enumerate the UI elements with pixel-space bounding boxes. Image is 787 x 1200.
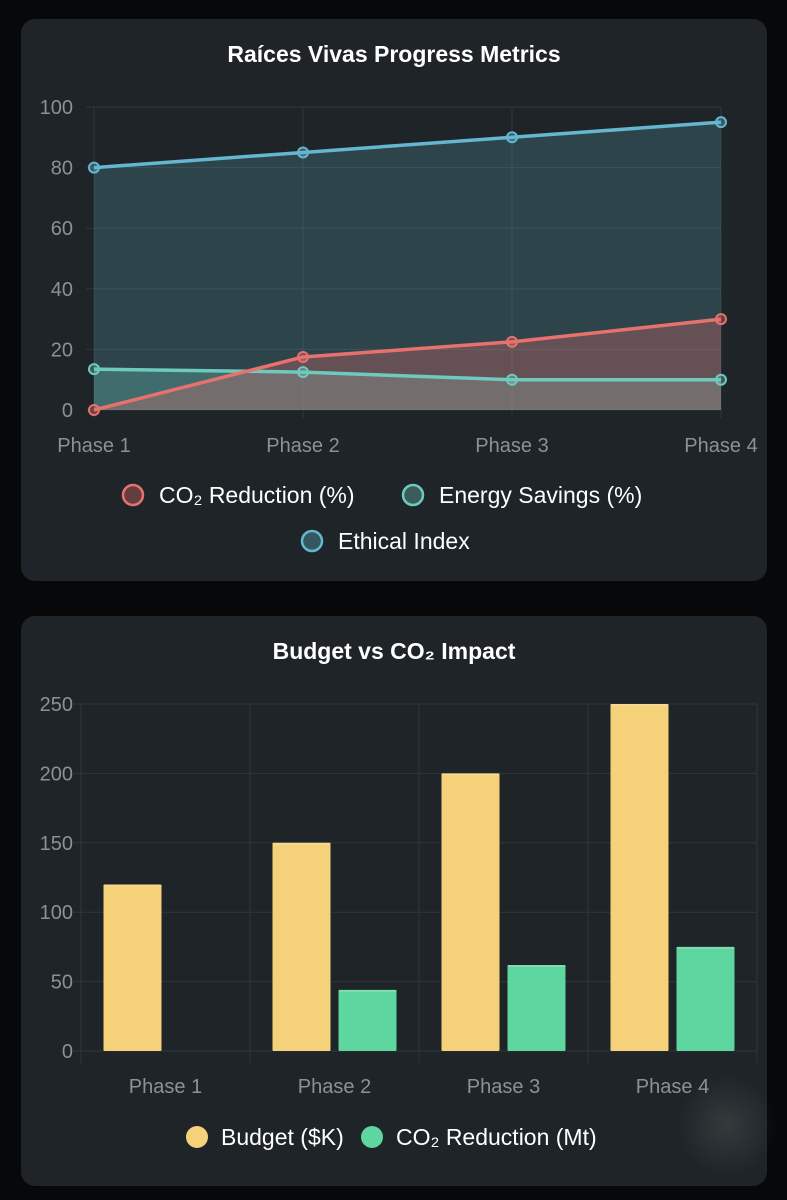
legend-label: Budget ($K) bbox=[221, 1124, 344, 1150]
bar bbox=[676, 946, 735, 1051]
legend-swatch bbox=[401, 483, 425, 507]
data-point bbox=[715, 373, 727, 386]
x-tick-label: Phase 2 bbox=[298, 1076, 371, 1098]
data-point bbox=[506, 131, 518, 144]
legend-swatch bbox=[300, 529, 324, 553]
progress-metrics-chart: 0 20 40 60 80 100 Phase 1 Phase 2 Phase 3 Phase 4… bbox=[40, 97, 758, 554]
data-point bbox=[297, 350, 309, 363]
data-point bbox=[506, 335, 518, 348]
area-fill bbox=[94, 122, 721, 411]
series-line bbox=[93, 317, 722, 412]
bar bbox=[507, 964, 566, 1051]
bar bbox=[441, 773, 500, 1051]
y-tick-label: 200 bbox=[40, 763, 73, 785]
x-tick-label: Phase 1 bbox=[57, 435, 130, 457]
legend-item[interactable]: Energy Savings (%) bbox=[401, 482, 642, 508]
x-tick-label: Phase 3 bbox=[467, 1076, 540, 1098]
x-tick-label: Phase 2 bbox=[266, 435, 339, 457]
data-point bbox=[88, 404, 100, 416]
legend-label: CO₂ Reduction (Mt) bbox=[396, 1124, 597, 1150]
legend-item[interactable]: CO₂ Reduction (Mt) bbox=[361, 1124, 597, 1150]
legend-item[interactable]: CO₂ Reduction (%) bbox=[121, 482, 355, 508]
data-point bbox=[88, 161, 100, 174]
area-fill bbox=[94, 369, 721, 410]
bar bbox=[610, 704, 669, 1051]
legend-swatch bbox=[361, 1126, 383, 1148]
data-point bbox=[297, 366, 309, 379]
data-point bbox=[506, 373, 518, 386]
data-point bbox=[88, 363, 100, 376]
series-line bbox=[93, 120, 722, 170]
bar bbox=[338, 989, 397, 1051]
legend-label: Ethical Index bbox=[338, 528, 470, 554]
data-point bbox=[715, 116, 727, 129]
bar bbox=[272, 842, 331, 1051]
y-tick-label: 0 bbox=[62, 1041, 73, 1063]
legend-label: Energy Savings (%) bbox=[439, 482, 642, 508]
x-tick-label: Phase 4 bbox=[684, 435, 757, 457]
x-tick-label: Phase 4 bbox=[636, 1076, 709, 1098]
y-tick-label: 20 bbox=[51, 339, 73, 361]
y-tick-label: 60 bbox=[51, 218, 73, 240]
y-tick-label: 250 bbox=[40, 694, 73, 716]
chart-title: Budget vs CO₂ Impact bbox=[272, 638, 516, 664]
y-tick-label: 80 bbox=[51, 158, 73, 180]
chart-title: Raíces Vivas Progress Metrics bbox=[227, 41, 561, 67]
y-tick-label: 0 bbox=[62, 400, 73, 422]
legend-item[interactable]: Ethical Index bbox=[300, 528, 470, 554]
legend-label: CO₂ Reduction (%) bbox=[159, 482, 355, 508]
y-tick-label: 100 bbox=[40, 902, 73, 924]
y-tick-label: 150 bbox=[40, 833, 73, 855]
series-line bbox=[93, 367, 721, 382]
x-tick-label: Phase 3 bbox=[475, 435, 548, 457]
data-point bbox=[297, 146, 309, 159]
budget-impact-card: Budget vs CO₂ Impact 0 50 100 150 200 250 Phas… bbox=[21, 616, 767, 1186]
y-tick-label: 100 bbox=[40, 97, 73, 119]
y-tick-label: 50 bbox=[51, 972, 73, 994]
data-point bbox=[715, 313, 727, 326]
y-tick-label: 40 bbox=[51, 279, 73, 301]
x-tick-label: Phase 1 bbox=[129, 1076, 202, 1098]
legend-item[interactable]: Budget ($K) bbox=[186, 1124, 344, 1150]
budget-impact-chart: 0 50 100 150 200 250 Phase 1 Phase 2 Phase 3 Phas… bbox=[40, 694, 758, 1150]
legend-swatch bbox=[186, 1126, 208, 1148]
legend-swatch bbox=[121, 483, 145, 507]
progress-metrics-card: Raíces Vivas Progress Metrics 0 20 40 60 80 1… bbox=[21, 19, 767, 581]
area-fill bbox=[94, 319, 721, 410]
bar bbox=[103, 884, 162, 1051]
